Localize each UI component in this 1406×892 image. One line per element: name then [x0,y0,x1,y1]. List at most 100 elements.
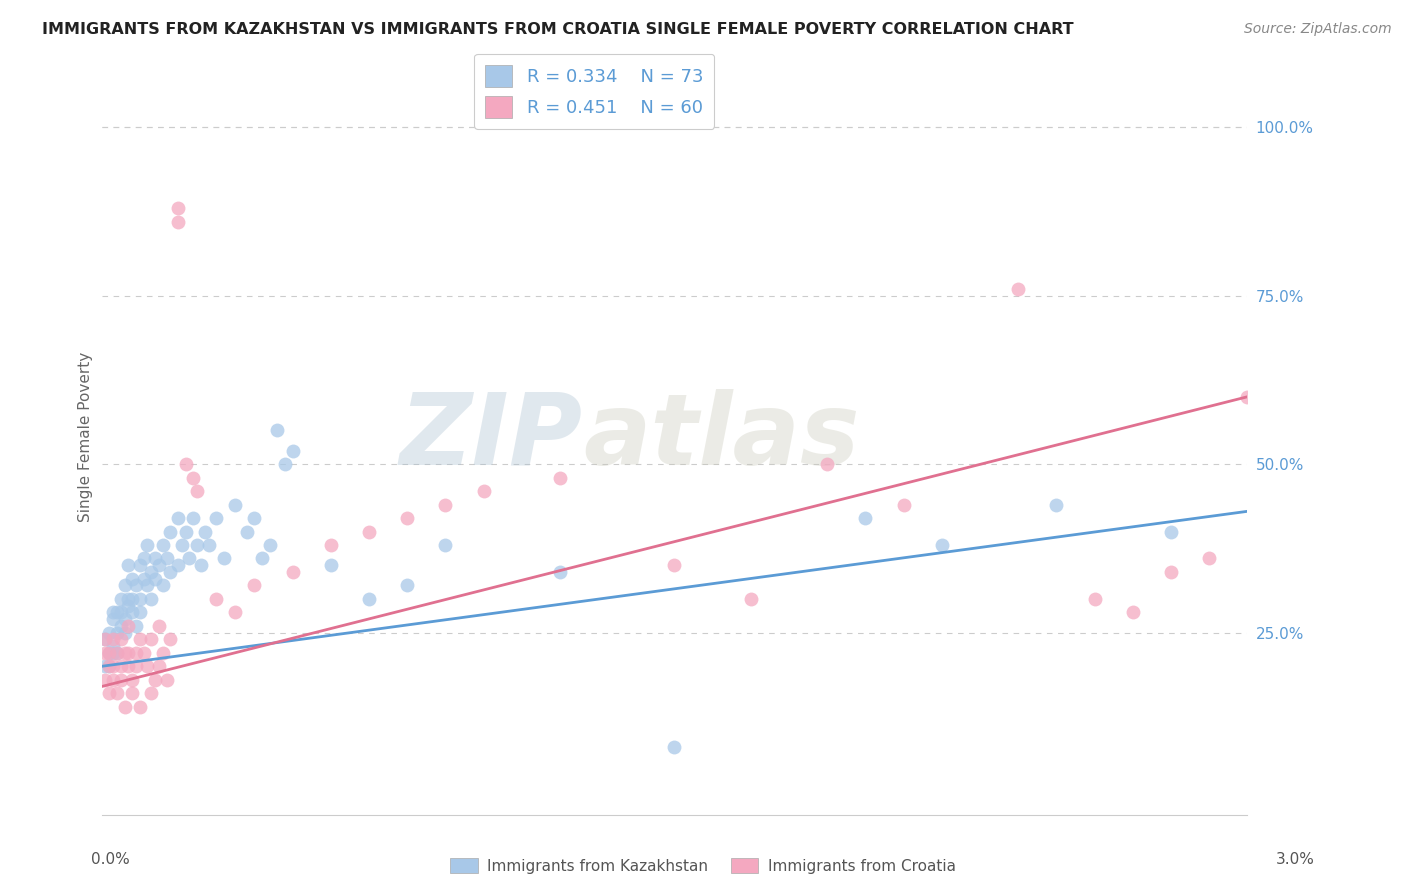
Point [174,524,197,539]
Point [110,632,132,647]
Point [855,511,877,525]
Point [1007,282,1029,296]
Point [110,619,132,633]
Point [141,565,163,579]
Point [259,538,281,552]
Point [396,578,419,592]
Point [128,699,150,714]
Point [396,511,419,525]
Point [281,443,304,458]
Point [434,498,457,512]
Point [105,606,128,620]
Point [194,524,217,539]
Point [143,551,166,566]
Point [110,673,132,687]
Point [434,538,457,552]
Point [152,578,174,592]
Point [132,646,155,660]
Point [98,659,121,673]
Point [105,646,128,660]
Point [110,606,132,620]
Point [319,538,342,552]
Point [893,498,915,512]
Point [357,591,380,606]
Point [94,632,117,647]
Text: 0.0%: 0.0% [91,852,131,867]
Point [121,591,143,606]
Point [101,639,124,653]
Point [179,551,201,566]
Point [117,646,139,660]
Point [1045,498,1067,512]
Point [148,558,170,573]
Point [266,424,288,438]
Point [98,625,121,640]
Point [152,646,174,660]
Point [128,591,150,606]
Point [125,659,148,673]
Point [136,659,159,673]
Legend: Immigrants from Kazakhstan, Immigrants from Croatia: Immigrants from Kazakhstan, Immigrants f… [444,852,962,880]
Point [125,578,148,592]
Point [101,632,124,647]
Point [159,524,181,539]
Point [94,659,117,673]
Point [114,625,136,640]
Point [121,606,143,620]
Point [110,591,132,606]
Point [205,511,228,525]
Point [167,214,190,228]
Point [128,558,150,573]
Point [167,558,190,573]
Point [143,572,166,586]
Point [117,599,139,613]
Point [174,457,197,471]
Point [155,673,177,687]
Point [128,606,150,620]
Point [114,699,136,714]
Point [94,632,117,647]
Point [101,612,124,626]
Point [235,524,257,539]
Text: atlas: atlas [583,389,859,486]
Point [94,646,117,660]
Point [128,632,150,647]
Text: Source: ZipAtlas.com: Source: ZipAtlas.com [1244,22,1392,37]
Point [98,686,121,700]
Point [105,646,128,660]
Point [105,625,128,640]
Point [148,659,170,673]
Point [664,740,686,755]
Point [105,686,128,700]
Legend: R = 0.334    N = 73, R = 0.451    N = 60: R = 0.334 N = 73, R = 0.451 N = 60 [474,54,714,128]
Point [117,619,139,633]
Point [190,558,212,573]
Point [815,457,838,471]
Point [141,686,163,700]
Point [159,565,181,579]
Point [1236,390,1258,404]
Point [121,572,143,586]
Point [117,591,139,606]
Point [1198,551,1220,566]
Point [740,591,762,606]
Point [141,591,163,606]
Point [181,470,204,484]
Point [117,659,139,673]
Point [114,578,136,592]
Point [1122,606,1144,620]
Point [101,673,124,687]
Point [125,646,148,660]
Point [132,551,155,566]
Point [121,686,143,700]
Point [155,551,177,566]
Point [1160,524,1182,539]
Point [212,551,235,566]
Point [1084,591,1107,606]
Point [250,551,273,566]
Point [1160,565,1182,579]
Point [243,578,266,592]
Text: IMMIGRANTS FROM KAZAKHSTAN VS IMMIGRANTS FROM CROATIA SINGLE FEMALE POVERTY CORR: IMMIGRANTS FROM KAZAKHSTAN VS IMMIGRANTS… [42,22,1074,37]
Point [472,484,495,499]
Point [101,606,124,620]
